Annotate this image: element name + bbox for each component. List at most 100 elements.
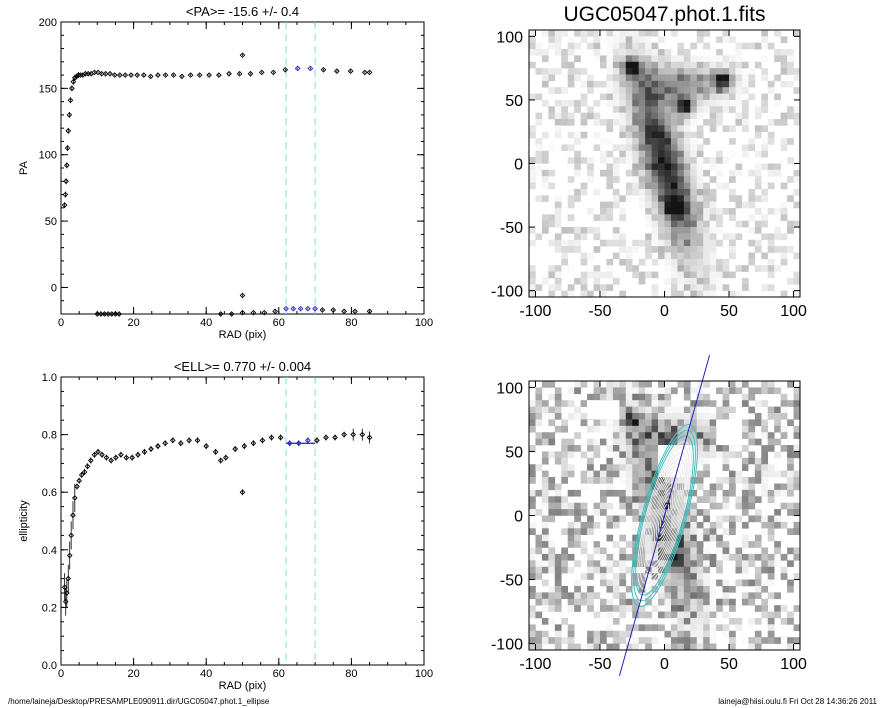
image-pixel xyxy=(638,30,646,37)
image-pixel xyxy=(645,125,652,133)
image-pixel xyxy=(612,451,620,459)
image-pixel xyxy=(696,425,704,433)
image-pixel xyxy=(690,106,698,113)
image-pixel xyxy=(703,55,710,63)
image-pixel xyxy=(761,528,769,536)
image-pixel xyxy=(664,138,672,145)
image-pixel xyxy=(529,239,536,247)
image-pixel xyxy=(541,470,549,478)
image-pixel xyxy=(554,106,562,113)
image-pixel xyxy=(606,560,614,568)
image-pixel xyxy=(587,528,594,536)
image-pixel xyxy=(658,534,665,542)
image-pixel xyxy=(574,534,581,542)
image-pixel xyxy=(683,637,691,644)
image-pixel xyxy=(632,182,639,190)
image-pixel xyxy=(754,150,762,158)
image-pixel xyxy=(761,36,769,44)
image-pixel xyxy=(638,541,646,548)
image-pixel xyxy=(793,387,801,395)
image-pixel xyxy=(645,182,652,190)
image-pixel xyxy=(561,547,569,555)
image-pixel xyxy=(632,93,639,101)
image-pixel xyxy=(625,246,633,253)
image-pixel xyxy=(735,265,743,272)
image-pixel xyxy=(561,49,569,56)
image-pixel xyxy=(690,138,698,145)
image-pixel xyxy=(716,534,723,542)
image-pixel xyxy=(722,477,730,484)
image-pixel xyxy=(535,49,543,56)
image-pixel xyxy=(548,566,556,574)
x-tick-label: 50 xyxy=(720,303,738,320)
image-pixel xyxy=(677,413,685,420)
image-pixel xyxy=(535,637,543,644)
image-pixel xyxy=(754,605,762,612)
image-pixel xyxy=(619,80,627,88)
image-pixel xyxy=(767,271,775,279)
image-pixel xyxy=(529,624,536,632)
image-pixel xyxy=(625,553,633,561)
image-pixel xyxy=(541,496,549,503)
image-pixel xyxy=(729,489,736,497)
image-pixel xyxy=(606,150,614,158)
image-pixel xyxy=(625,406,633,414)
image-pixel xyxy=(587,169,594,177)
image-pixel xyxy=(574,30,581,37)
image-pixel xyxy=(683,477,691,484)
image-pixel xyxy=(664,400,672,407)
image-pixel xyxy=(606,445,614,452)
image-pixel xyxy=(703,400,710,407)
image-pixel xyxy=(793,106,801,113)
image-pixel xyxy=(529,445,536,452)
image-pixel xyxy=(638,445,646,452)
image-pixel xyxy=(651,246,659,253)
image-pixel xyxy=(619,233,627,241)
image-pixel xyxy=(606,534,614,542)
image-pixel xyxy=(645,208,652,215)
image-pixel xyxy=(754,387,762,395)
data-point xyxy=(99,451,105,458)
image-pixel xyxy=(780,521,788,529)
image-pixel xyxy=(638,605,646,612)
image-pixel xyxy=(574,541,581,548)
image-pixel xyxy=(567,80,575,88)
image-pixel xyxy=(741,119,749,126)
image-pixel xyxy=(696,541,704,548)
image-pixel xyxy=(645,42,652,50)
data-point xyxy=(105,311,112,317)
image-pixel xyxy=(670,144,678,152)
image-pixel xyxy=(703,457,710,465)
data-point xyxy=(239,489,246,496)
image-pixel xyxy=(625,630,633,638)
image-pixel xyxy=(529,227,536,234)
image-pixel xyxy=(651,553,659,561)
image-pixel xyxy=(580,483,588,491)
image-pixel xyxy=(651,566,659,574)
image-pixel xyxy=(729,528,736,536)
image-pixel xyxy=(574,227,581,234)
image-pixel xyxy=(787,457,794,465)
image-pixel xyxy=(619,144,627,152)
image-pixel xyxy=(541,502,549,510)
image-pixel xyxy=(670,413,678,420)
image-pixel xyxy=(709,55,717,63)
image-pixel xyxy=(658,233,665,241)
image-pixel xyxy=(541,157,549,164)
image-pixel xyxy=(729,80,736,88)
image-pixel xyxy=(709,496,717,503)
data-point xyxy=(196,72,203,78)
image-pixel xyxy=(664,239,672,247)
image-pixel xyxy=(690,239,698,247)
image-pixel xyxy=(690,585,698,593)
image-pixel xyxy=(677,93,685,101)
image-pixel xyxy=(593,36,601,44)
image-pixel xyxy=(741,521,749,529)
image-pixel xyxy=(767,521,775,529)
image-pixel xyxy=(554,68,562,75)
data-point xyxy=(297,305,304,312)
image-pixel xyxy=(748,93,756,101)
image-pixel xyxy=(696,208,704,215)
image-pixel xyxy=(599,566,607,574)
image-pixel xyxy=(774,55,781,63)
